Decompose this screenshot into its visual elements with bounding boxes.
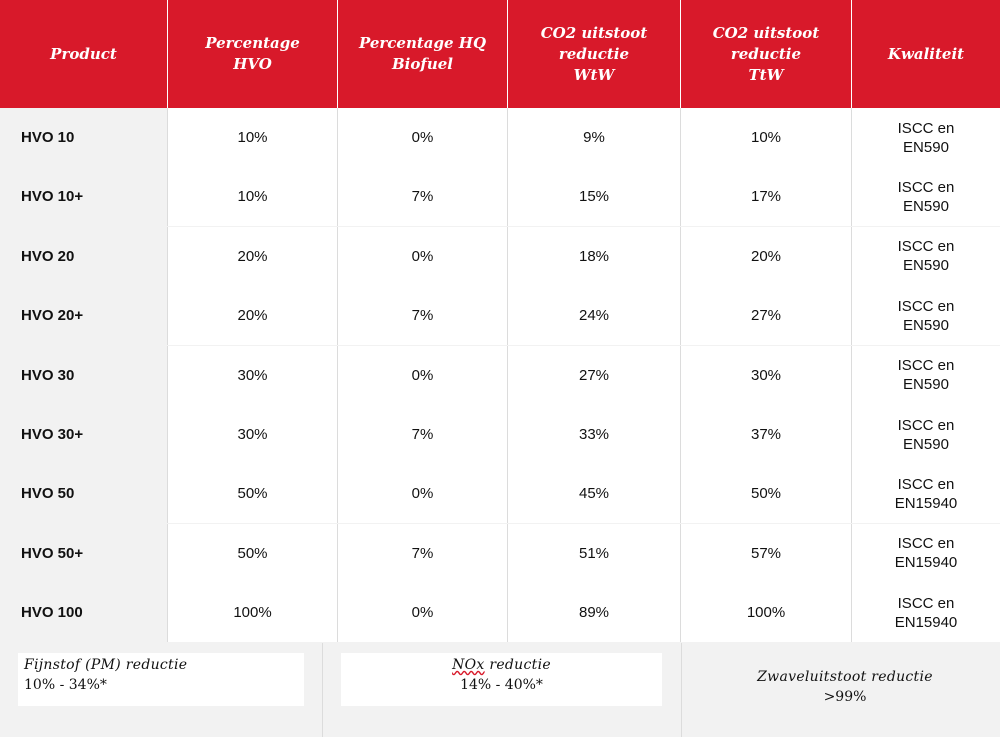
table-footer: Fijnstof (PM) reductie 10% - 34%* NOx re… [0, 643, 1000, 737]
table-row: HVO 20 20% 0% 18% 20% ISCC en EN590 [0, 226, 1000, 286]
kwaliteit-cell: ISCC en EN590 [852, 286, 1000, 346]
co2-wtw-cell: 33% [508, 405, 681, 464]
co2-ttw-cell: 100% [681, 583, 852, 643]
hq-biofuel-cell: 7% [338, 167, 508, 227]
hq-biofuel-cell: 0% [338, 464, 508, 524]
hvo-cell: 100% [168, 583, 338, 643]
kwaliteit-cell: ISCC en EN15940 [852, 523, 1000, 583]
co2-wtw-cell: 51% [508, 523, 681, 583]
co2-wtw-cell: 9% [508, 108, 681, 167]
product-cell: HVO 30 [0, 345, 168, 405]
table-row: HVO 50 50% 0% 45% 50% ISCC en EN15940 [0, 464, 1000, 524]
co2-wtw-cell: 24% [508, 286, 681, 346]
hvo-cell: 50% [168, 464, 338, 524]
co2-ttw-cell: 20% [681, 226, 852, 286]
product-cell: HVO 30+ [0, 405, 168, 464]
kwaliteit-cell: ISCC en EN15940 [852, 583, 1000, 643]
co2-ttw-cell: 37% [681, 405, 852, 464]
hvo-cell: 10% [168, 108, 338, 167]
nox-label: NOx [452, 657, 485, 673]
nox-label-suffix: reductie [484, 657, 551, 673]
hq-biofuel-cell: 0% [338, 226, 508, 286]
co2-wtw-cell: 15% [508, 167, 681, 227]
footer-divider [681, 643, 682, 737]
product-cell: HVO 50 [0, 464, 168, 524]
fijnstof-value: 10% - 34%* [24, 677, 107, 693]
co2-ttw-cell: 10% [681, 108, 852, 167]
co2-wtw-cell: 45% [508, 464, 681, 524]
product-cell: HVO 20+ [0, 286, 168, 346]
hvo-cell: 20% [168, 226, 338, 286]
header-co2-wtw: CO2 uitstoot reductie WtW [508, 0, 681, 108]
product-cell: HVO 10 [0, 108, 168, 167]
kwaliteit-cell: ISCC en EN590 [852, 405, 1000, 464]
co2-ttw-cell: 17% [681, 167, 852, 227]
nox-value: 14% - 40%* [460, 677, 543, 693]
kwaliteit-cell: ISCC en EN590 [852, 167, 1000, 227]
product-cell: HVO 10+ [0, 167, 168, 227]
kwaliteit-cell: ISCC en EN15940 [852, 464, 1000, 524]
hvo-cell: 30% [168, 345, 338, 405]
table-row: HVO 10 10% 0% 9% 10% ISCC en EN590 [0, 108, 1000, 167]
hvo-cell: 20% [168, 286, 338, 346]
zwavel-label: Zwaveluitstoot reductie [757, 669, 933, 685]
product-cell: HVO 100 [0, 583, 168, 643]
co2-ttw-cell: 30% [681, 345, 852, 405]
kwaliteit-cell: ISCC en EN590 [852, 345, 1000, 405]
header-co2-ttw: CO2 uitstoot reductie TtW [681, 0, 852, 108]
table-row: HVO 30 30% 0% 27% 30% ISCC en EN590 [0, 345, 1000, 405]
fijnstof-box: Fijnstof (PM) reductie 10% - 34%* [18, 653, 304, 706]
product-cell: HVO 20 [0, 226, 168, 286]
co2-ttw-cell: 50% [681, 464, 852, 524]
header-percentage-hq-biofuel: Percentage HQ Biofuel [338, 0, 508, 108]
footer-divider [322, 643, 323, 737]
table-row: HVO 50+ 50% 7% 51% 57% ISCC en EN15940 [0, 523, 1000, 583]
hvo-cell: 50% [168, 523, 338, 583]
hq-biofuel-cell: 7% [338, 286, 508, 346]
table-row: HVO 20+ 20% 7% 24% 27% ISCC en EN590 [0, 286, 1000, 346]
header-kwaliteit: Kwaliteit [887, 44, 965, 63]
hvo-cell: 30% [168, 405, 338, 464]
zwavel-value: >99% [823, 689, 867, 705]
zwavel-box: Zwaveluitstoot reductie >99% [725, 667, 965, 707]
table-row: HVO 10+ 10% 7% 15% 17% ISCC en EN590 [0, 167, 1000, 227]
hq-biofuel-cell: 7% [338, 405, 508, 464]
fijnstof-label: Fijnstof (PM) reductie [24, 657, 188, 673]
co2-ttw-cell: 27% [681, 286, 852, 346]
co2-wtw-cell: 27% [508, 345, 681, 405]
header-product: Product [0, 0, 168, 108]
kwaliteit-cell: ISCC en EN590 [852, 108, 1000, 167]
hq-biofuel-cell: 0% [338, 345, 508, 405]
co2-wtw-cell: 89% [508, 583, 681, 643]
table-row: HVO 30+ 30% 7% 33% 37% ISCC en EN590 [0, 405, 1000, 464]
hq-biofuel-cell: 7% [338, 523, 508, 583]
table-row: HVO 100 100% 0% 89% 100% ISCC en EN15940 [0, 583, 1000, 643]
hq-biofuel-cell: 0% [338, 108, 508, 167]
kwaliteit-cell: ISCC en EN590 [852, 226, 1000, 286]
co2-ttw-cell: 57% [681, 523, 852, 583]
co2-wtw-cell: 18% [508, 226, 681, 286]
table-header: Product Percentage HVO Percentage HQ Bio… [0, 0, 1000, 108]
header-percentage-hvo: Percentage HVO [168, 0, 338, 108]
hq-biofuel-cell: 0% [338, 583, 508, 643]
nox-box: NOx reductie 14% - 40%* [341, 653, 662, 706]
product-cell: HVO 50+ [0, 523, 168, 583]
hvo-cell: 10% [168, 167, 338, 227]
